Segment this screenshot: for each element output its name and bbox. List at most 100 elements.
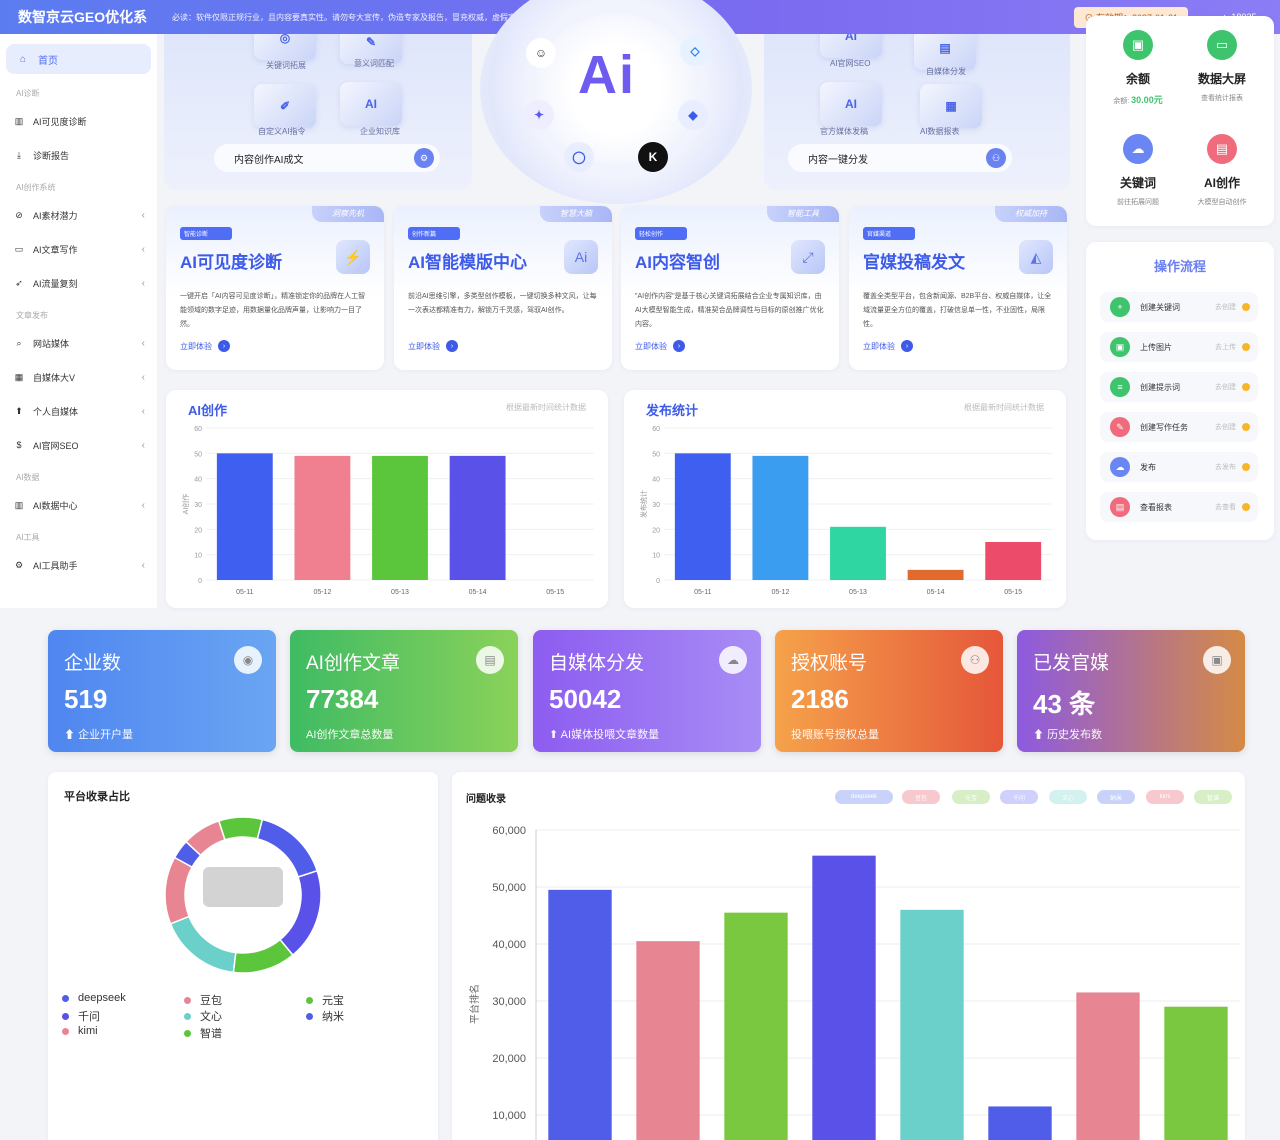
- tile-media-icon[interactable]: AI: [820, 82, 882, 126]
- legend-dot: [184, 1029, 191, 1037]
- sidebar-item[interactable]: ➶ AI流量复刻 ‹: [0, 266, 157, 300]
- sidebar-group-title: AI数据: [16, 473, 40, 482]
- legend-chip[interactable]: 豆包: [902, 790, 940, 804]
- legend-item[interactable]: 文心: [184, 1008, 222, 1024]
- dashboard-item[interactable]: ▭ 数据大屏 查看统计报表: [1182, 30, 1262, 103]
- feature-card[interactable]: 创作新篇 智慧大脑 AI智能模版中心 Ai 前沿AI思维引擎，多类型创作模板，一键切换多…: [394, 206, 612, 370]
- process-step[interactable]: + 创建关键词 去创建: [1100, 292, 1258, 322]
- content-create-bar[interactable]: 内容创作AI成文 ⚙: [214, 144, 440, 172]
- tile-distribute-icon[interactable]: ▤: [914, 34, 976, 70]
- feature-link[interactable]: 立即体验 ›: [863, 340, 913, 352]
- donut-slice[interactable]: [169, 915, 237, 974]
- sidebar-item-home[interactable]: ⌂ 首页: [6, 44, 151, 74]
- feature-card[interactable]: 智能诊断 洞察先机 AI可见度诊断 ⚡ 一键开启「AI内容可见度诊断」，精准锁定你的品牌…: [166, 206, 384, 370]
- chevron-left-icon: ‹: [141, 405, 145, 417]
- avatar-bubble-icon: ☺: [526, 38, 556, 68]
- tile-report-icon[interactable]: ▦: [920, 84, 982, 128]
- legend-item[interactable]: 千问: [62, 1008, 100, 1024]
- legend-chip[interactable]: deepseek: [835, 790, 893, 804]
- process-step[interactable]: ≡ 创建提示词 去创建: [1100, 372, 1258, 402]
- step-dot: [1242, 463, 1250, 471]
- donut-slice[interactable]: [232, 938, 294, 974]
- tile-seo-icon[interactable]: AI: [820, 34, 882, 58]
- legend-chip[interactable]: 智谱: [1194, 790, 1232, 804]
- donut-slice[interactable]: [278, 869, 322, 957]
- legend-item[interactable]: 智谱: [184, 1025, 222, 1041]
- content-distribute-bar[interactable]: 内容一键分发 ⚇: [788, 144, 1012, 172]
- ai-create-sub: 大模型自动创作: [1197, 199, 1247, 206]
- y-axis-label: 发布统计: [639, 490, 648, 518]
- sidebar-item[interactable]: ⤓ 诊断报告: [0, 138, 157, 172]
- sidebar-item[interactable]: ⬆ 个人自媒体 ‹: [0, 394, 157, 428]
- legend-dot: [184, 996, 191, 1004]
- sidebar-item[interactable]: $ AI官网SEO ‹: [0, 428, 157, 462]
- legend-chip[interactable]: 元宝: [952, 790, 990, 804]
- balance-item[interactable]: ▣ 余额 余额: 30.00元: [1098, 30, 1178, 106]
- feature-card[interactable]: 官媒渠道 权威加持 官媒投稿发文 ◭ 覆盖全类型平台，包含新闻源、B2B平台、权威自媒体…: [849, 206, 1067, 370]
- stat-card[interactable]: AI创作文章 77384 AI创作文章总数量 ▤: [290, 630, 518, 752]
- stat-card[interactable]: 企业数 519 ⬆ 企业开户量 ◉: [48, 630, 276, 752]
- sidebar-item[interactable]: ▥ AI数据中心 ‹: [0, 488, 157, 522]
- cloud-upload-icon: ☁: [719, 646, 747, 674]
- donut-slice[interactable]: [164, 856, 194, 925]
- chart-title: AI创作: [188, 403, 228, 418]
- stat-title: 授权账号: [791, 653, 868, 674]
- feature-card[interactable]: 轻松创作 智能工具 AI内容智创 ⤢ "AI创作内容"是基于核心关键词拓展结合企业专属知…: [621, 206, 839, 370]
- sidebar-item[interactable]: ▥ AI可见度诊断: [0, 104, 157, 138]
- x-tick-label: 05-15: [1004, 589, 1022, 596]
- stat-label: 投喂账号授权总量: [791, 729, 879, 741]
- sidebar-item[interactable]: ⊘ AI素材潜力 ‹: [0, 198, 157, 232]
- tile-knowledge-icon[interactable]: AI: [340, 82, 402, 126]
- tile-label: AI数据报表: [920, 127, 960, 136]
- feature-desc: 覆盖全类型平台，包含新闻源、B2B平台、权威自媒体，让全域流量更全方位的覆盖，打…: [863, 293, 1052, 328]
- sidebar-item[interactable]: ▭ AI文章写作 ‹: [0, 232, 157, 266]
- legend-chip[interactable]: 千问: [1000, 790, 1038, 804]
- balance-label: 余额: [1125, 72, 1150, 86]
- sidebar-item[interactable]: ⌕ 网站媒体 ‹: [0, 326, 157, 360]
- legend-item[interactable]: 纳米: [306, 1008, 344, 1024]
- sidebar-group-title: AI创作系统: [16, 183, 56, 192]
- sidebar-item[interactable]: ⚙ AI工具助手 ‹: [0, 548, 157, 582]
- y-tick-label: 10: [652, 553, 660, 560]
- arrow-right-icon: ›: [901, 340, 913, 352]
- bar-chart-icon: ▥: [14, 115, 24, 126]
- legend-item[interactable]: deepseek: [62, 992, 126, 1004]
- keyword-item[interactable]: ☁ 关键词 前往拓展问题: [1098, 134, 1178, 207]
- legend-chip[interactable]: 文心: [1049, 790, 1087, 804]
- stat-card[interactable]: 已发官媒 43 条 ⬆ 历史发布数 ▣: [1017, 630, 1245, 752]
- process-step[interactable]: ▤ 查看报表 去查看: [1100, 492, 1258, 522]
- process-step[interactable]: ✎ 创建写作任务 去创建: [1100, 412, 1258, 442]
- process-step[interactable]: ▣ 上传图片 去上传: [1100, 332, 1258, 362]
- tile-keyword-icon[interactable]: ◎: [254, 34, 316, 60]
- feature-link[interactable]: 立即体验 ›: [408, 340, 458, 352]
- legend-item[interactable]: 元宝: [306, 992, 344, 1008]
- legend-chip[interactable]: kimi: [1146, 790, 1184, 804]
- legend-chip[interactable]: 纳米: [1097, 790, 1135, 804]
- bar: [985, 542, 1042, 580]
- donut-slice[interactable]: [217, 816, 264, 841]
- sidebar-item-label: 诊断报告: [33, 150, 70, 161]
- feature-link[interactable]: 立即体验 ›: [180, 340, 230, 352]
- ai-create-item[interactable]: ▤ AI创作 大模型自动创作: [1182, 134, 1262, 207]
- sidebar-item[interactable]: ▦ 自媒体大V ‹: [0, 360, 157, 394]
- user-icon: ⚇: [986, 148, 1006, 168]
- process-step[interactable]: ☁ 发布 去发布: [1100, 452, 1258, 482]
- question-chart-card: 问题收录 deepseek 豆包 元宝 千问 文心 纳米 kimi 智谱 10,000 20,0…: [452, 772, 1245, 1140]
- stat-card[interactable]: 自媒体分发 50042 ⬆ AI媒体投喂文章数量 ☁: [533, 630, 761, 752]
- legend-item[interactable]: kimi: [62, 1025, 98, 1037]
- text-icon: ≡: [1110, 377, 1130, 397]
- balance-prefix: 余额:: [1113, 98, 1132, 105]
- legend-item[interactable]: 豆包: [184, 992, 222, 1008]
- tile-instruction-icon[interactable]: ✐: [254, 84, 316, 128]
- x-tick-label: 05-12: [313, 589, 331, 596]
- up-arrow-icon: ⬆: [15, 405, 23, 416]
- stat-card[interactable]: 授权账号 2186 投喂账号授权总量 ⚇: [775, 630, 1003, 752]
- bar: [752, 455, 809, 580]
- ai-create-chart-card: AI创作 根据最新时间统计数据 0 10 20 30 40 50 60 AI创作 05-11 05…: [166, 390, 608, 608]
- arrow-right-icon: ›: [218, 340, 230, 352]
- wallet-icon: ▣: [1123, 30, 1153, 60]
- stat-value: 2186: [791, 684, 849, 714]
- feature-badge: 创作新篇: [408, 227, 460, 240]
- feature-link[interactable]: 立即体验 ›: [635, 340, 685, 352]
- tile-semantic-icon[interactable]: ✎: [340, 34, 402, 64]
